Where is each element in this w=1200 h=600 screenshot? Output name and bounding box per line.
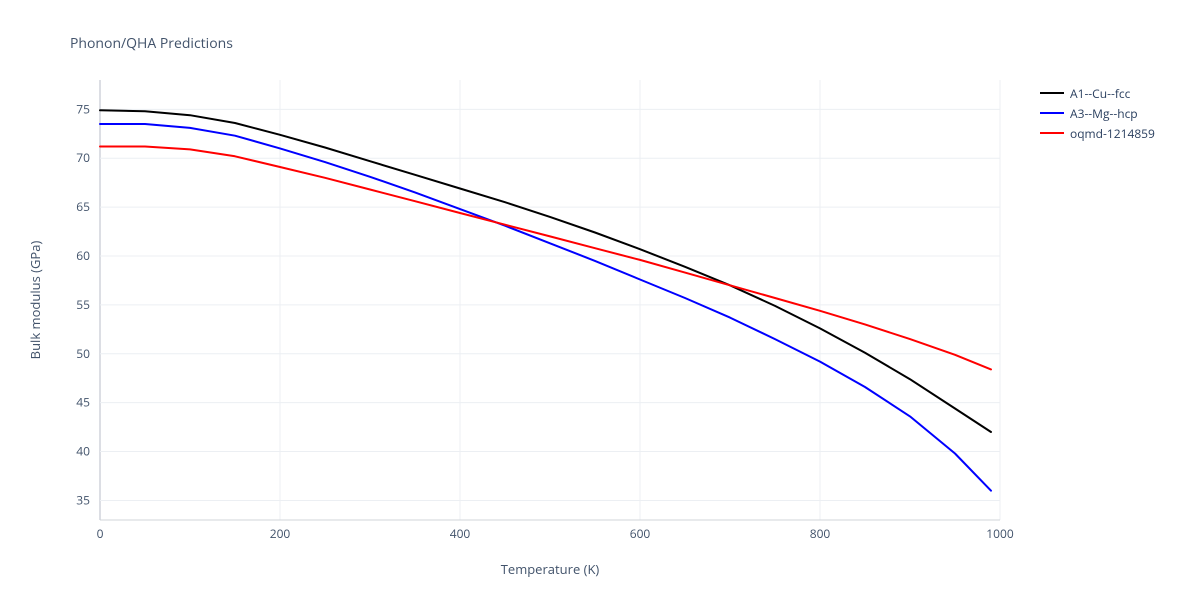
series-line[interactable] — [100, 124, 991, 491]
x-tick-label: 600 — [630, 525, 651, 542]
y-tick-label: 55 — [76, 296, 90, 313]
series-line[interactable] — [100, 147, 991, 370]
x-tick-label: 200 — [270, 525, 291, 542]
legend-swatch — [1040, 112, 1064, 114]
legend: A1--Cu--fcc A3--Mg--hcp oqmd-1214859 — [1040, 84, 1155, 144]
y-tick-label: 40 — [76, 443, 90, 460]
y-tick-label: 45 — [76, 394, 90, 411]
x-axis-label: Temperature (K) — [490, 560, 610, 578]
legend-item[interactable]: oqmd-1214859 — [1040, 124, 1155, 142]
chart-container: Phonon/QHA Predictions 02004006008001000… — [0, 0, 1200, 600]
y-tick-label: 35 — [76, 491, 90, 508]
y-tick-label: 50 — [76, 345, 90, 362]
x-tick-label: 0 — [97, 525, 104, 542]
legend-item[interactable]: A1--Cu--fcc — [1040, 84, 1155, 102]
y-tick-label: 60 — [76, 247, 90, 264]
legend-label: A1--Cu--fcc — [1070, 85, 1130, 102]
x-tick-label: 800 — [810, 525, 831, 542]
legend-swatch — [1040, 132, 1064, 134]
x-tick-label: 1000 — [986, 525, 1014, 542]
legend-label: oqmd-1214859 — [1070, 125, 1155, 142]
y-tick-label: 65 — [76, 198, 90, 215]
y-tick-label: 75 — [76, 100, 90, 117]
legend-item[interactable]: A3--Mg--hcp — [1040, 104, 1155, 122]
y-tick-label: 70 — [76, 149, 90, 166]
y-axis-label: Bulk modulus (GPa) — [26, 241, 44, 360]
x-tick-label: 400 — [450, 525, 471, 542]
legend-swatch — [1040, 92, 1064, 94]
plot-area: 0 200 400 600 800 1000 35 40 45 50 55 60 65 70 75 — [0, 0, 1200, 600]
legend-label: A3--Mg--hcp — [1070, 105, 1138, 122]
